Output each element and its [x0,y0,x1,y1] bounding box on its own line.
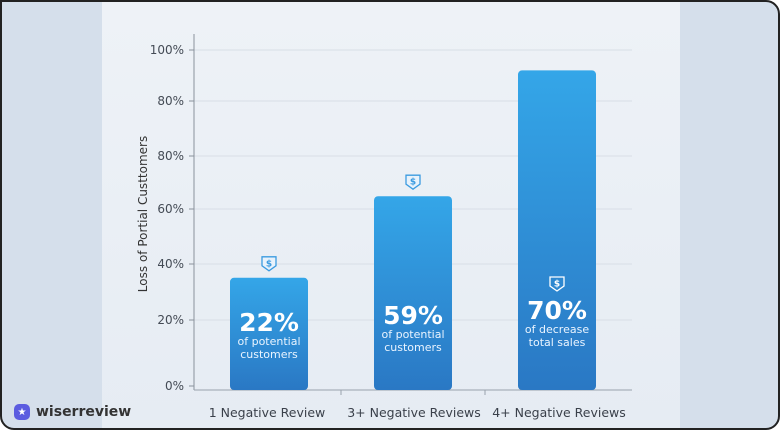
bar-sub-label: customers [240,348,298,361]
x-category-label: 4+ Negative Reviews [492,405,626,420]
y-tick-label: 100% [150,43,184,57]
bar-value-label: 59% [383,301,443,330]
bar [374,196,452,390]
y-tick-label: 20% [157,313,184,327]
bar-value-label: 22% [239,308,299,337]
y-tick-label: 40% [157,257,184,271]
brand: ★ wiserreview [14,404,131,420]
svg-text:$: $ [554,280,560,290]
dollar-shield-icon: $ [405,174,421,190]
bar-sub-label: total sales [529,336,586,349]
bar [518,70,596,391]
dollar-shield-icon: $ [549,276,565,292]
bar-sub-label: of potential [381,328,444,341]
bar-sub-label: of potential [237,335,300,348]
y-axis-label: Loss of Portial Custtomers [136,136,150,292]
y-tick-label: 0% [165,379,184,393]
bar [230,277,308,390]
svg-text:$: $ [410,178,416,188]
brand-name: wiserreview [36,404,132,420]
y-tick-label: 60% [157,202,184,216]
bar-sub-label: of decrease [525,323,589,336]
svg-text:$: $ [266,259,272,269]
dollar-shield-icon: $ [261,256,277,272]
bar-value-label: 70% [527,296,587,325]
star-badge-icon: ★ [14,404,30,420]
y-tick-label: 80% [157,94,184,108]
x-category-label: 3+ Negative Reviews [347,405,481,420]
y-tick-label: 80% [157,149,184,163]
x-category-label: 1 Negative Review [209,405,326,420]
bar-sub-label: customers [384,341,442,354]
